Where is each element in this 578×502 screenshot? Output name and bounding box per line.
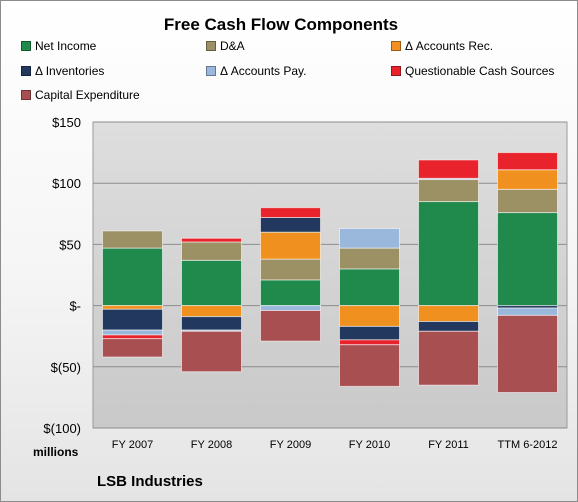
bar-segment xyxy=(181,330,242,373)
units-label: millions xyxy=(33,445,79,459)
legend-item-inventories: Δ Inventories xyxy=(21,64,104,78)
bar-segment xyxy=(339,339,400,346)
legend-label: D&A xyxy=(220,39,245,53)
bar-segment xyxy=(102,230,163,249)
x-tick-label: FY 2009 xyxy=(270,439,311,451)
bar-segment xyxy=(339,305,400,327)
bar-segment xyxy=(260,305,321,311)
x-tick-label: FY 2007 xyxy=(112,439,153,451)
legend-label: Δ Accounts Pay. xyxy=(220,64,307,78)
chart-title: Free Cash Flow Components xyxy=(163,15,399,34)
bar-segment xyxy=(418,305,479,323)
x-tick-label: FY 2011 xyxy=(428,439,469,451)
plot-area xyxy=(92,121,568,429)
bar-segment xyxy=(497,212,558,307)
bar-segment xyxy=(260,258,321,281)
bar-segment xyxy=(418,201,479,307)
legend-item-da: D&A xyxy=(206,39,245,53)
y-tick-label: $100 xyxy=(52,176,81,191)
legend-swatch xyxy=(21,90,31,100)
bar-segment xyxy=(181,259,242,307)
bar-segment xyxy=(102,334,163,340)
bar-segment xyxy=(102,308,163,331)
legend-label: Net Income xyxy=(35,39,97,53)
bar-segment xyxy=(418,179,479,203)
company-name: LSB Industries xyxy=(97,473,203,490)
bar-segment xyxy=(497,314,558,394)
y-tick-label: $(100) xyxy=(43,421,81,436)
x-tick-label: FY 2008 xyxy=(191,439,232,451)
bar-segment xyxy=(102,329,163,336)
bar-segment xyxy=(102,305,163,310)
bar-segment xyxy=(339,247,400,270)
y-tick-label: $(50) xyxy=(51,360,81,375)
y-tick-label: $150 xyxy=(52,115,81,130)
legend-label: Δ Inventories xyxy=(35,64,105,78)
legend-swatch xyxy=(391,41,401,51)
bar-segment xyxy=(260,279,321,307)
bar-segment xyxy=(260,216,321,233)
legend-swatch xyxy=(21,66,31,76)
bar-segment xyxy=(497,188,558,214)
x-tick-label: TTM 6-2012 xyxy=(498,439,558,451)
legend-item-net-income: Net Income xyxy=(21,39,96,53)
legend-item-questionable-cash: Questionable Cash Sources xyxy=(391,64,554,78)
bar-segment xyxy=(339,325,400,341)
legend-label: Capital Expenditure xyxy=(35,88,140,102)
legend-item-accounts-rec: Δ Accounts Rec. xyxy=(391,39,493,53)
bar-segment xyxy=(260,231,321,260)
bar-segment xyxy=(102,338,163,358)
y-tick-label: $- xyxy=(69,299,81,314)
legend-item-capital-expenditure: Capital Expenditure xyxy=(21,88,140,102)
bar-segment xyxy=(497,152,558,171)
bar-segment xyxy=(418,159,479,179)
legend-swatch xyxy=(206,66,216,76)
bar-segment xyxy=(181,241,242,261)
y-tick-label: $50 xyxy=(59,237,81,252)
legend-label: Questionable Cash Sources xyxy=(405,64,555,78)
bar-segment xyxy=(497,307,558,316)
legend-swatch xyxy=(206,41,216,51)
bar-segment xyxy=(260,207,321,218)
legend-label: Δ Accounts Rec. xyxy=(405,39,494,53)
legend-swatch xyxy=(21,41,31,51)
bar-segment xyxy=(339,227,400,249)
bar-segment xyxy=(418,321,479,332)
legend-item-accounts-pay: Δ Accounts Pay. xyxy=(206,64,307,78)
bar-segment xyxy=(418,330,479,386)
bar-segment xyxy=(181,305,242,318)
bar-segment xyxy=(181,237,242,243)
legend-swatch xyxy=(391,66,401,76)
bar-segment xyxy=(102,247,163,307)
bar-segment xyxy=(339,344,400,387)
bar-segment xyxy=(260,309,321,342)
bar-segment xyxy=(497,169,558,190)
bar-segment xyxy=(181,316,242,331)
x-tick-label: FY 2010 xyxy=(349,439,390,451)
bar-segment xyxy=(339,268,400,307)
